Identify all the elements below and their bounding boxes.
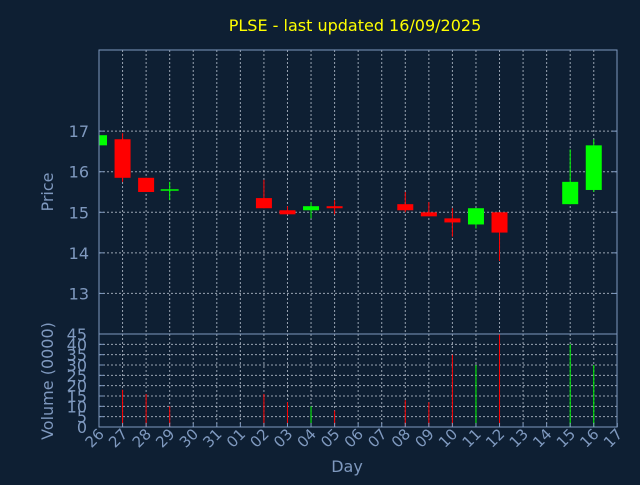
volume-y-tick-label: 20 xyxy=(67,377,87,396)
candle-body xyxy=(279,210,296,215)
candle-body xyxy=(467,208,484,225)
price-y-tick-label: 13 xyxy=(69,284,89,303)
candle-body xyxy=(562,181,579,205)
volume-axis-label: Volume (0000) xyxy=(38,322,57,440)
candle-body xyxy=(491,212,508,233)
volume-y-tick-label: 45 xyxy=(67,325,87,344)
candle-body xyxy=(255,198,272,209)
price-y-tick-label: 14 xyxy=(69,244,89,263)
volume-y-tick-label: 5 xyxy=(77,408,87,427)
volume-y-tick-label: 25 xyxy=(67,366,87,385)
candle-body xyxy=(114,139,131,178)
volume-y-tick-label: 15 xyxy=(67,387,87,406)
chart-title: PLSE - last updated 16/09/2025 xyxy=(229,16,482,35)
candle-body xyxy=(138,177,155,192)
price-y-tick-label: 17 xyxy=(69,122,89,141)
volume-y-tick-label: 40 xyxy=(67,335,87,354)
x-axis-label: Day xyxy=(331,457,363,476)
candle-body xyxy=(585,145,602,190)
candle-body xyxy=(444,218,461,223)
candle-body xyxy=(397,204,414,211)
volume-y-tick-label: 30 xyxy=(67,356,87,375)
price-y-tick-label: 16 xyxy=(69,163,89,182)
candle-body xyxy=(420,212,437,217)
volume-y-tick-label: 10 xyxy=(67,397,87,416)
candle-body xyxy=(303,206,320,211)
volume-y-tick-label: 0 xyxy=(77,418,87,437)
volume-y-tick-label: 35 xyxy=(67,346,87,365)
price-y-tick-label: 15 xyxy=(69,203,89,222)
candle-body xyxy=(326,206,343,209)
candle-body xyxy=(99,135,107,146)
price-axis-label: Price xyxy=(38,172,57,211)
price-panel: 13 14 15 16 17 xyxy=(69,49,618,335)
